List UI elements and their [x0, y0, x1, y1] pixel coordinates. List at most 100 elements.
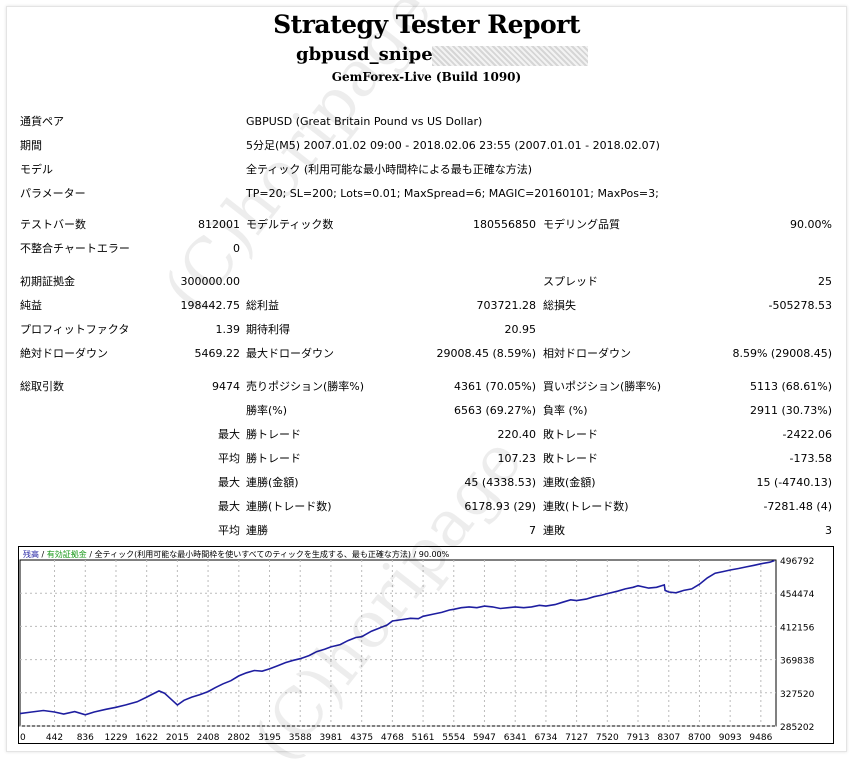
info-label-params: パラメーター	[20, 187, 86, 200]
cons-loss-value: 15 (-4740.13)	[756, 476, 832, 489]
x-tick-label: 0	[20, 733, 26, 743]
total-trades-label: 総取引数	[20, 380, 64, 393]
x-tick-label: 442	[46, 733, 63, 743]
x-tick-label: 8700	[688, 733, 711, 743]
avg-word-2: 平均	[218, 524, 240, 537]
avg-win-label: 勝トレード	[246, 452, 301, 465]
x-tick-label: 1622	[135, 733, 158, 743]
bars-value: 812001	[198, 218, 240, 231]
pf-label: プロフィットファクタ	[20, 323, 130, 336]
avg-cons-win-label: 連勝	[246, 524, 268, 537]
max-word-3: 最大	[218, 500, 240, 513]
spread-value: 25	[818, 275, 832, 288]
mismatch-label: 不整合チャートエラー	[20, 242, 130, 255]
build-info: GemForex-Live (Build 1090)	[331, 70, 522, 84]
x-tick-label: 2802	[227, 733, 250, 743]
info-label-pair: 通貨ペア	[20, 115, 64, 128]
avg-win-value: 107.23	[497, 452, 537, 465]
avg-cons-win-value: 7	[529, 524, 536, 537]
largest-win-value: 220.40	[497, 428, 537, 441]
abs-dd-label: 絶対ドローダウン	[20, 347, 108, 360]
avg-word-1: 平均	[218, 452, 240, 465]
x-tick-label: 7913	[627, 733, 650, 743]
redacted-area	[432, 46, 588, 66]
ticks-value: 180556850	[473, 218, 536, 231]
avg-loss-label: 敗トレード	[543, 452, 598, 465]
gross-profit-value: 703721.28	[476, 299, 537, 312]
largest-loss-label: 敗トレード	[543, 428, 598, 441]
x-tick-label: 4768	[381, 733, 404, 743]
max-word-1: 最大	[218, 428, 240, 441]
rel-dd-value: 8.59% (29008.45)	[732, 347, 832, 360]
ticks-label: モデルティック数	[246, 218, 334, 231]
total-trades-value: 9474	[212, 380, 240, 393]
deposit-label: 初期証拠金	[20, 275, 75, 288]
loss-label: 負率 (%)	[543, 404, 588, 417]
x-tick-label: 6341	[504, 733, 527, 743]
ea-name: gbpusd_sniper	[296, 44, 443, 65]
info-label-period: 期間	[20, 139, 42, 152]
win-value: 6563 (69.27%)	[453, 404, 536, 417]
gross-loss-label: 総損失	[543, 299, 576, 312]
max-word-2: 最大	[218, 476, 240, 489]
y-tick-label: 496792	[780, 557, 814, 567]
x-tick-label: 5554	[442, 733, 465, 743]
info-value-model: 全ティック (利用可能な最小時間枠による最も正確な方法)	[246, 163, 533, 176]
long-label: 買いポジション(勝率%)	[543, 380, 662, 393]
cons-profit-value: 6178.93 (29)	[464, 500, 536, 513]
avg-cons-loss-label: 連敗	[543, 524, 565, 537]
cons-loss-label: 連敗(金額)	[543, 476, 596, 489]
gross-profit-label: 総利益	[246, 299, 279, 312]
avg-cons-loss-value: 3	[825, 524, 832, 537]
pf-value: 1.39	[215, 323, 241, 336]
balance-chart: 496792 454474 412156 369838 327520 285202 0 442…	[18, 546, 834, 744]
quality-value: 90.00%	[790, 218, 832, 231]
gross-loss-value: -505278.53	[768, 299, 832, 312]
x-tick-label: 2015	[166, 733, 189, 743]
x-tick-label: 8307	[657, 733, 680, 743]
mismatch-value: 0	[233, 242, 240, 255]
x-tick-label: 9486	[749, 733, 772, 743]
info-value-period: 5分足(M5) 2007.01.02 09:00 - 2018.02.06 23…	[246, 139, 660, 152]
short-value: 4361 (70.05%)	[453, 380, 536, 393]
x-tick-label: 5947	[473, 733, 496, 743]
x-tick-label: 2408	[197, 733, 220, 743]
cons-win-label: 連勝(金額)	[246, 476, 299, 489]
balance-line	[19, 559, 775, 716]
bars-label: テストバー数	[20, 218, 86, 231]
x-tick-label: 6734	[534, 733, 557, 743]
long-value: 5113 (68.61%)	[749, 380, 832, 393]
max-dd-label: 最大ドローダウン	[246, 347, 334, 360]
x-tick-label: 3588	[289, 733, 312, 743]
info-value-pair: GBPUSD (Great Britain Pound vs US Dollar…	[246, 115, 483, 128]
expected-label: 期待利得	[246, 323, 290, 336]
loss-value: 2911 (30.73%)	[749, 404, 832, 417]
x-tick-label: 7127	[565, 733, 588, 743]
net-label: 純益	[20, 299, 42, 312]
report-title: Strategy Tester Report	[273, 10, 580, 39]
y-tick-label: 369838	[780, 657, 815, 667]
x-tick-label: 3981	[319, 733, 342, 743]
x-tick-label: 9093	[719, 733, 742, 743]
expected-value: 20.95	[504, 323, 537, 336]
cons-lossamt-value: -7281.48 (4)	[763, 500, 832, 513]
x-tick-label: 1229	[105, 733, 128, 743]
chart-legend: 残高 / 有効証拠金 / 全ティック(利用可能な最小時間枠を使いすべてのティック…	[23, 549, 450, 559]
x-tick-label: 7520	[596, 733, 619, 743]
win-label: 勝率(%)	[246, 404, 288, 417]
y-tick-label: 412156	[780, 623, 815, 633]
rel-dd-label: 相対ドローダウン	[543, 347, 631, 360]
y-tick-label: 327520	[780, 690, 815, 700]
largest-loss-value: -2422.06	[782, 428, 832, 441]
info-label-model: モデル	[20, 163, 53, 176]
quality-label: モデリング品質	[543, 218, 620, 231]
info-value-params: TP=20; SL=200; Lots=0.01; MaxSpread=6; M…	[246, 187, 659, 200]
deposit-value: 300000.00	[180, 275, 241, 288]
x-tick-label: 4375	[350, 733, 373, 743]
net-value: 198442.75	[180, 299, 241, 312]
y-tick-label: 454474	[780, 590, 815, 600]
short-label: 売りポジション(勝率%)	[246, 380, 365, 393]
cons-profit-label: 連勝(トレード数)	[246, 500, 332, 513]
spread-label: スプレッド	[543, 275, 598, 288]
cons-lossamt-label: 連敗(トレード数)	[543, 500, 629, 513]
